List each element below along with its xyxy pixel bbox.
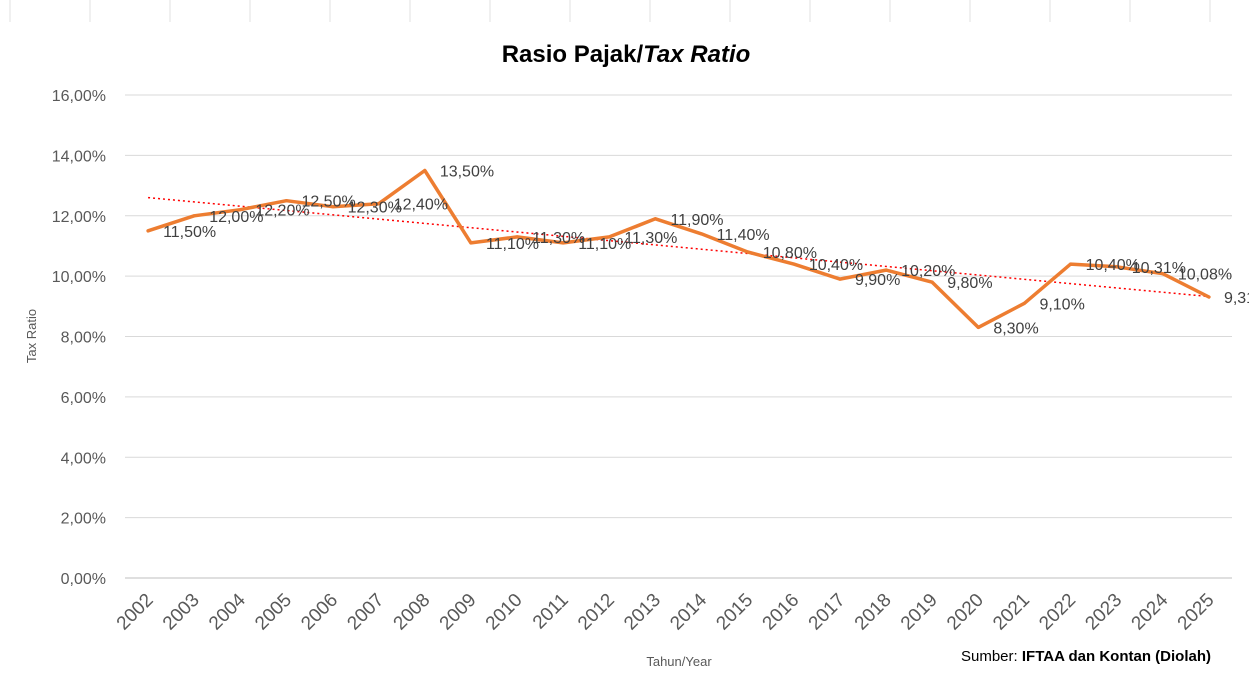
x-tick-label: 2018 (851, 590, 896, 635)
data-point (700, 232, 704, 236)
data-label: 11,10% (578, 236, 631, 253)
x-tick-label: 2002 (113, 590, 158, 635)
data-label: 10,40% (809, 257, 863, 274)
data-point (746, 250, 750, 254)
data-point (192, 214, 196, 218)
data-label: 12,30% (348, 200, 402, 217)
data-label: 9,90% (855, 272, 900, 289)
data-point (238, 208, 242, 212)
x-tick-label: 2009 (436, 590, 481, 635)
data-label: 9,31% (1224, 290, 1249, 307)
x-tick-label: 2017 (805, 590, 850, 635)
data-point (469, 241, 473, 245)
data-point (838, 277, 842, 281)
data-label: 13,50% (440, 163, 494, 180)
x-tick-label: 2004 (205, 589, 250, 634)
data-label: 11,90% (670, 212, 723, 229)
source-text: IFTAA dan Kontan (Diolah) (1022, 648, 1211, 665)
x-tick-label: 2024 (1128, 589, 1173, 634)
y-tick-label: 8,00% (61, 330, 106, 347)
x-tick-label: 2022 (1035, 590, 1080, 635)
data-label: 12,40% (394, 197, 448, 214)
chart-title: Rasio Pajak/Tax Ratio (502, 41, 751, 68)
data-label: 10,31% (1132, 260, 1186, 277)
data-label: 8,30% (993, 320, 1038, 337)
data-point (284, 199, 288, 203)
data-label: 11,30% (624, 230, 677, 247)
x-tick-label: 2019 (897, 590, 942, 635)
data-point (1022, 301, 1026, 305)
x-tick-label: 2010 (482, 590, 527, 635)
data-point (1207, 295, 1211, 299)
x-tick-label: 2014 (666, 589, 711, 634)
y-tick-label: 0,00% (61, 571, 106, 588)
data-point (377, 202, 381, 206)
data-label: 9,80% (947, 275, 992, 292)
y-tick-label: 14,00% (52, 148, 106, 165)
data-point (561, 241, 565, 245)
x-tick-label: 2016 (759, 590, 804, 635)
x-tick-label: 2011 (529, 590, 573, 634)
data-label: 12,50% (301, 194, 355, 211)
x-tick-label: 2007 (343, 590, 388, 635)
series-line-group (146, 168, 1211, 330)
x-tick-label: 2013 (620, 590, 665, 635)
spreadsheet-grid-strip (9, 0, 1211, 22)
y-tick-label: 6,00% (61, 390, 106, 407)
y-tick-label: 16,00% (52, 88, 106, 105)
data-label: 10,20% (901, 263, 955, 280)
data-point (884, 268, 888, 272)
x-tick-label: 2012 (574, 590, 619, 635)
gridlines (125, 94, 1232, 579)
data-label: 11,30% (532, 230, 585, 247)
data-label: 11,10% (486, 236, 539, 253)
data-label: 12,20% (255, 203, 309, 220)
x-tick-labels: 2002 2003 2004 2005 2006 2007 2008 2009 2010 2011… (113, 589, 1219, 634)
y-tick-label: 10,00% (52, 269, 106, 286)
x-tick-label: 2015 (712, 590, 757, 635)
data-point (423, 168, 427, 172)
data-label: 11,40% (717, 227, 770, 244)
data-label: 12,00% (209, 209, 263, 226)
data-point (1069, 262, 1073, 266)
data-point (331, 205, 335, 209)
y-tick-labels: 0,00% 2,00% 4,00% 6,00% 8,00% 10,00% 12,00% 14,… (52, 88, 106, 588)
x-tick-label: 2003 (159, 590, 204, 635)
data-label: 9,10% (1039, 296, 1084, 313)
data-labels: 11,50%12,00%12,20%12,50%12,30%12,40% 13,5… (163, 163, 1249, 337)
data-point (515, 235, 519, 239)
data-point (976, 325, 980, 329)
x-tick-label: 2008 (390, 590, 435, 635)
source-note: Sumber: IFTAA dan Kontan (Diolah) (961, 648, 1211, 665)
data-point (1161, 272, 1165, 276)
data-point (607, 235, 611, 239)
y-axis-title: Tax Ratio (24, 309, 39, 363)
data-label: 10,80% (763, 245, 817, 262)
data-label: 11,50% (163, 224, 216, 241)
x-tick-label: 2005 (251, 590, 296, 635)
data-point (1115, 265, 1119, 269)
x-tick-label: 2020 (943, 590, 988, 635)
data-label: 10,08% (1178, 267, 1232, 284)
chart-title-italic: Tax Ratio (643, 41, 750, 68)
chart-title-main: Rasio Pajak/ (502, 41, 644, 68)
data-point (930, 280, 934, 284)
x-tick-label: 2023 (1081, 590, 1126, 635)
series-line (146, 168, 1211, 330)
y-tick-label: 4,00% (61, 450, 106, 467)
x-tick-label: 2006 (297, 590, 342, 635)
data-label: 10,40% (1086, 257, 1140, 274)
data-point (146, 229, 150, 233)
data-point (792, 262, 796, 266)
source-prefix: Sumber: (961, 648, 1022, 665)
x-tick-label: 2021 (989, 590, 1034, 635)
x-tick-label: 2025 (1174, 590, 1219, 635)
data-point (653, 217, 657, 221)
y-tick-label: 12,00% (52, 209, 106, 226)
y-tick-label: 2,00% (61, 511, 106, 528)
x-axis-title: Tahun/Year (646, 654, 712, 669)
